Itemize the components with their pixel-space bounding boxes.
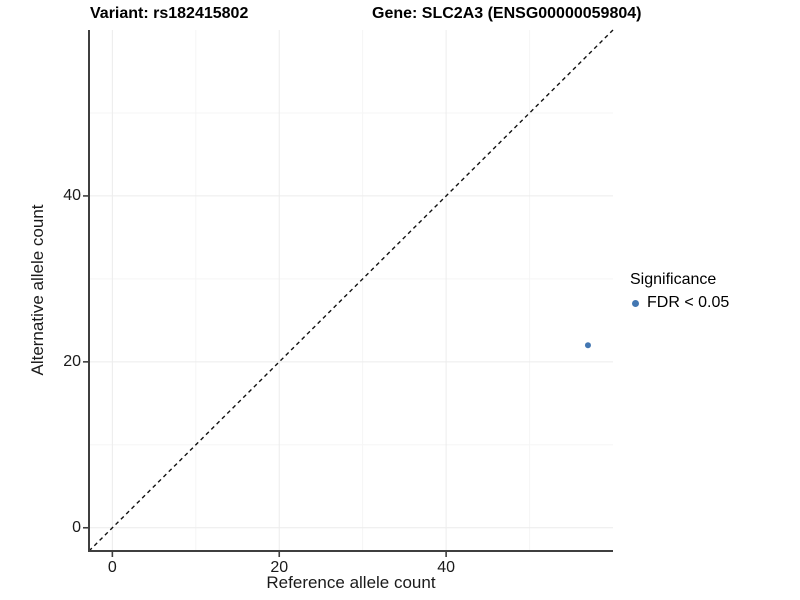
- legend-point-icon: [632, 299, 639, 307]
- y-tick-label: 40: [63, 186, 81, 204]
- legend-title: Significance: [630, 271, 717, 288]
- plot-title-gene: Gene: SLC2A3 (ENSG00000059804): [372, 5, 642, 22]
- legend-item-fdr: FDR < 0.05: [630, 294, 729, 312]
- x-tick-label: 20: [270, 559, 289, 576]
- legend-item-label: FDR < 0.05: [647, 294, 730, 311]
- x-tick-label: 40: [437, 559, 456, 576]
- identity-reference-line: [88, 29, 614, 552]
- x-tick-label: 0: [107, 559, 117, 576]
- y-tick-label: 0: [72, 518, 81, 536]
- plot-title-variant: Variant: rs182415802: [90, 5, 249, 22]
- x-axis-title: Reference allele count: [266, 573, 436, 592]
- y-axis-title: Alternative allele count: [28, 204, 47, 376]
- legend: Significance FDR < 0.05: [630, 270, 729, 312]
- data-point: [584, 342, 591, 349]
- y-tick-label: 20: [63, 352, 81, 370]
